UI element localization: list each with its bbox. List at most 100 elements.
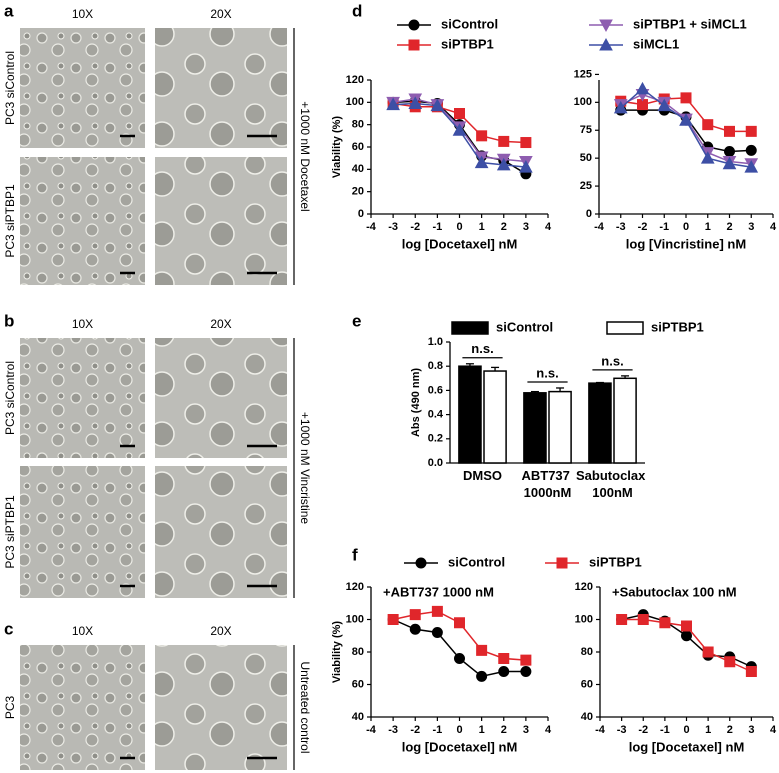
marker: [681, 620, 692, 632]
x-axis-label: log [Docetaxel] nM: [629, 739, 745, 754]
legend-swatch: [606, 321, 644, 335]
legend-label: siPTBP1: [651, 319, 704, 334]
micrograph: [155, 28, 287, 148]
row-label: PC3: [3, 696, 17, 720]
x-tick-label: DMSO: [463, 468, 502, 483]
panel-label: e: [352, 311, 361, 330]
y-tick-label: 80: [352, 119, 364, 131]
y-tick-label: 0.2: [428, 433, 443, 445]
marker: [681, 630, 692, 642]
x-tick-label: -2: [410, 724, 420, 736]
y-tick-label: 75: [580, 124, 592, 136]
y-tick-label: 50: [580, 152, 592, 164]
legend-marker: [408, 19, 420, 31]
x-tick-label: 3: [523, 221, 529, 233]
x-tick-label: -1: [432, 724, 442, 736]
row-label: PC3 siPTBP1: [3, 495, 17, 569]
x-tick-label: 2: [726, 221, 732, 233]
column-header: 20X: [210, 317, 231, 331]
y-axis-label: Viability (%): [331, 621, 343, 683]
y-tick-label: 100: [575, 613, 593, 625]
marker: [745, 144, 757, 156]
y-tick-label: 0: [586, 208, 592, 220]
annotation: n.s.: [536, 365, 558, 380]
x-tick-label: ABT737 1000nM: [521, 468, 573, 500]
marker: [744, 160, 759, 173]
marker: [520, 654, 532, 666]
marker: [724, 125, 735, 137]
row-label: PC3 siPTBP1: [3, 184, 17, 258]
x-tick-label: 1: [479, 724, 485, 736]
x-axis-label: log [Docetaxel] nM: [402, 739, 518, 754]
x-tick-label: 0: [683, 221, 689, 233]
x-tick-label: 2: [727, 724, 733, 736]
y-tick-label: 0.6: [428, 384, 443, 396]
y-tick-label: 100: [574, 96, 592, 108]
y-tick-label: 120: [346, 74, 364, 86]
marker: [386, 97, 400, 111]
marker: [702, 119, 714, 131]
x-tick-label: 4: [770, 724, 777, 736]
panel-label: a: [4, 1, 14, 20]
y-tick-label: 80: [352, 646, 364, 658]
x-tick-label: 3: [523, 724, 529, 736]
marker: [724, 145, 735, 157]
micrograph: [20, 466, 145, 598]
treatment-label: +1000 nM Vincristine: [298, 412, 312, 525]
marker: [498, 666, 510, 677]
legend-marker: [408, 39, 420, 51]
marker: [476, 130, 488, 142]
bar: [613, 377, 637, 464]
x-axis-label: log [Vincristine] nM: [626, 236, 746, 251]
marker: [454, 653, 465, 664]
y-tick-label: 80: [581, 646, 593, 658]
y-tick-label: 0.4: [428, 409, 444, 421]
x-tick-label: 1: [705, 724, 711, 736]
x-tick-label: -1: [432, 221, 442, 233]
x-tick-label: -4: [366, 724, 377, 736]
x-tick-label: -4: [366, 221, 377, 233]
legend-label: siMCL1: [633, 36, 679, 51]
legend-swatch: [451, 321, 489, 335]
y-tick-label: 25: [580, 180, 592, 192]
marker: [702, 646, 714, 658]
treatment-label: +1000 nM Docetaxel: [298, 101, 312, 211]
marker: [409, 609, 421, 621]
bar: [523, 392, 547, 464]
y-tick-label: 60: [352, 141, 364, 153]
x-tick-label: 1: [705, 221, 711, 233]
legend-label: siPTBP1: [441, 36, 494, 51]
marker: [680, 92, 692, 104]
marker: [409, 623, 421, 635]
panel-label: b: [4, 311, 14, 330]
y-tick-label: 40: [352, 163, 364, 175]
x-tick-label: 2: [501, 221, 507, 233]
column-header: 10X: [72, 317, 93, 331]
x-tick-label: 3: [748, 724, 754, 736]
x-tick-label: 0: [683, 724, 689, 736]
x-tick-label: -1: [659, 221, 669, 233]
x-tick-label: -3: [616, 221, 626, 233]
x-tick-label: -1: [660, 724, 670, 736]
marker: [408, 96, 423, 109]
treatment-label: Untreated control: [298, 661, 312, 753]
x-tick-label: Sabutoclax 100nM: [576, 468, 649, 500]
marker: [476, 644, 488, 656]
row-label: PC3 siControl: [3, 361, 17, 435]
micrograph: [20, 28, 145, 148]
marker: [722, 156, 737, 170]
y-tick-label: 120: [575, 581, 593, 593]
marker: [679, 113, 693, 126]
legend-marker: [556, 557, 568, 569]
bar: [483, 370, 507, 464]
x-tick-label: -3: [388, 221, 398, 233]
panel-label: d: [352, 1, 362, 20]
y-tick-label: 120: [346, 581, 364, 593]
marker: [637, 614, 649, 625]
legend-label: siControl: [448, 554, 505, 569]
marker: [745, 666, 757, 677]
y-tick-label: 0.8: [428, 360, 443, 372]
x-tick-label: 3: [748, 221, 754, 233]
marker: [387, 614, 399, 625]
